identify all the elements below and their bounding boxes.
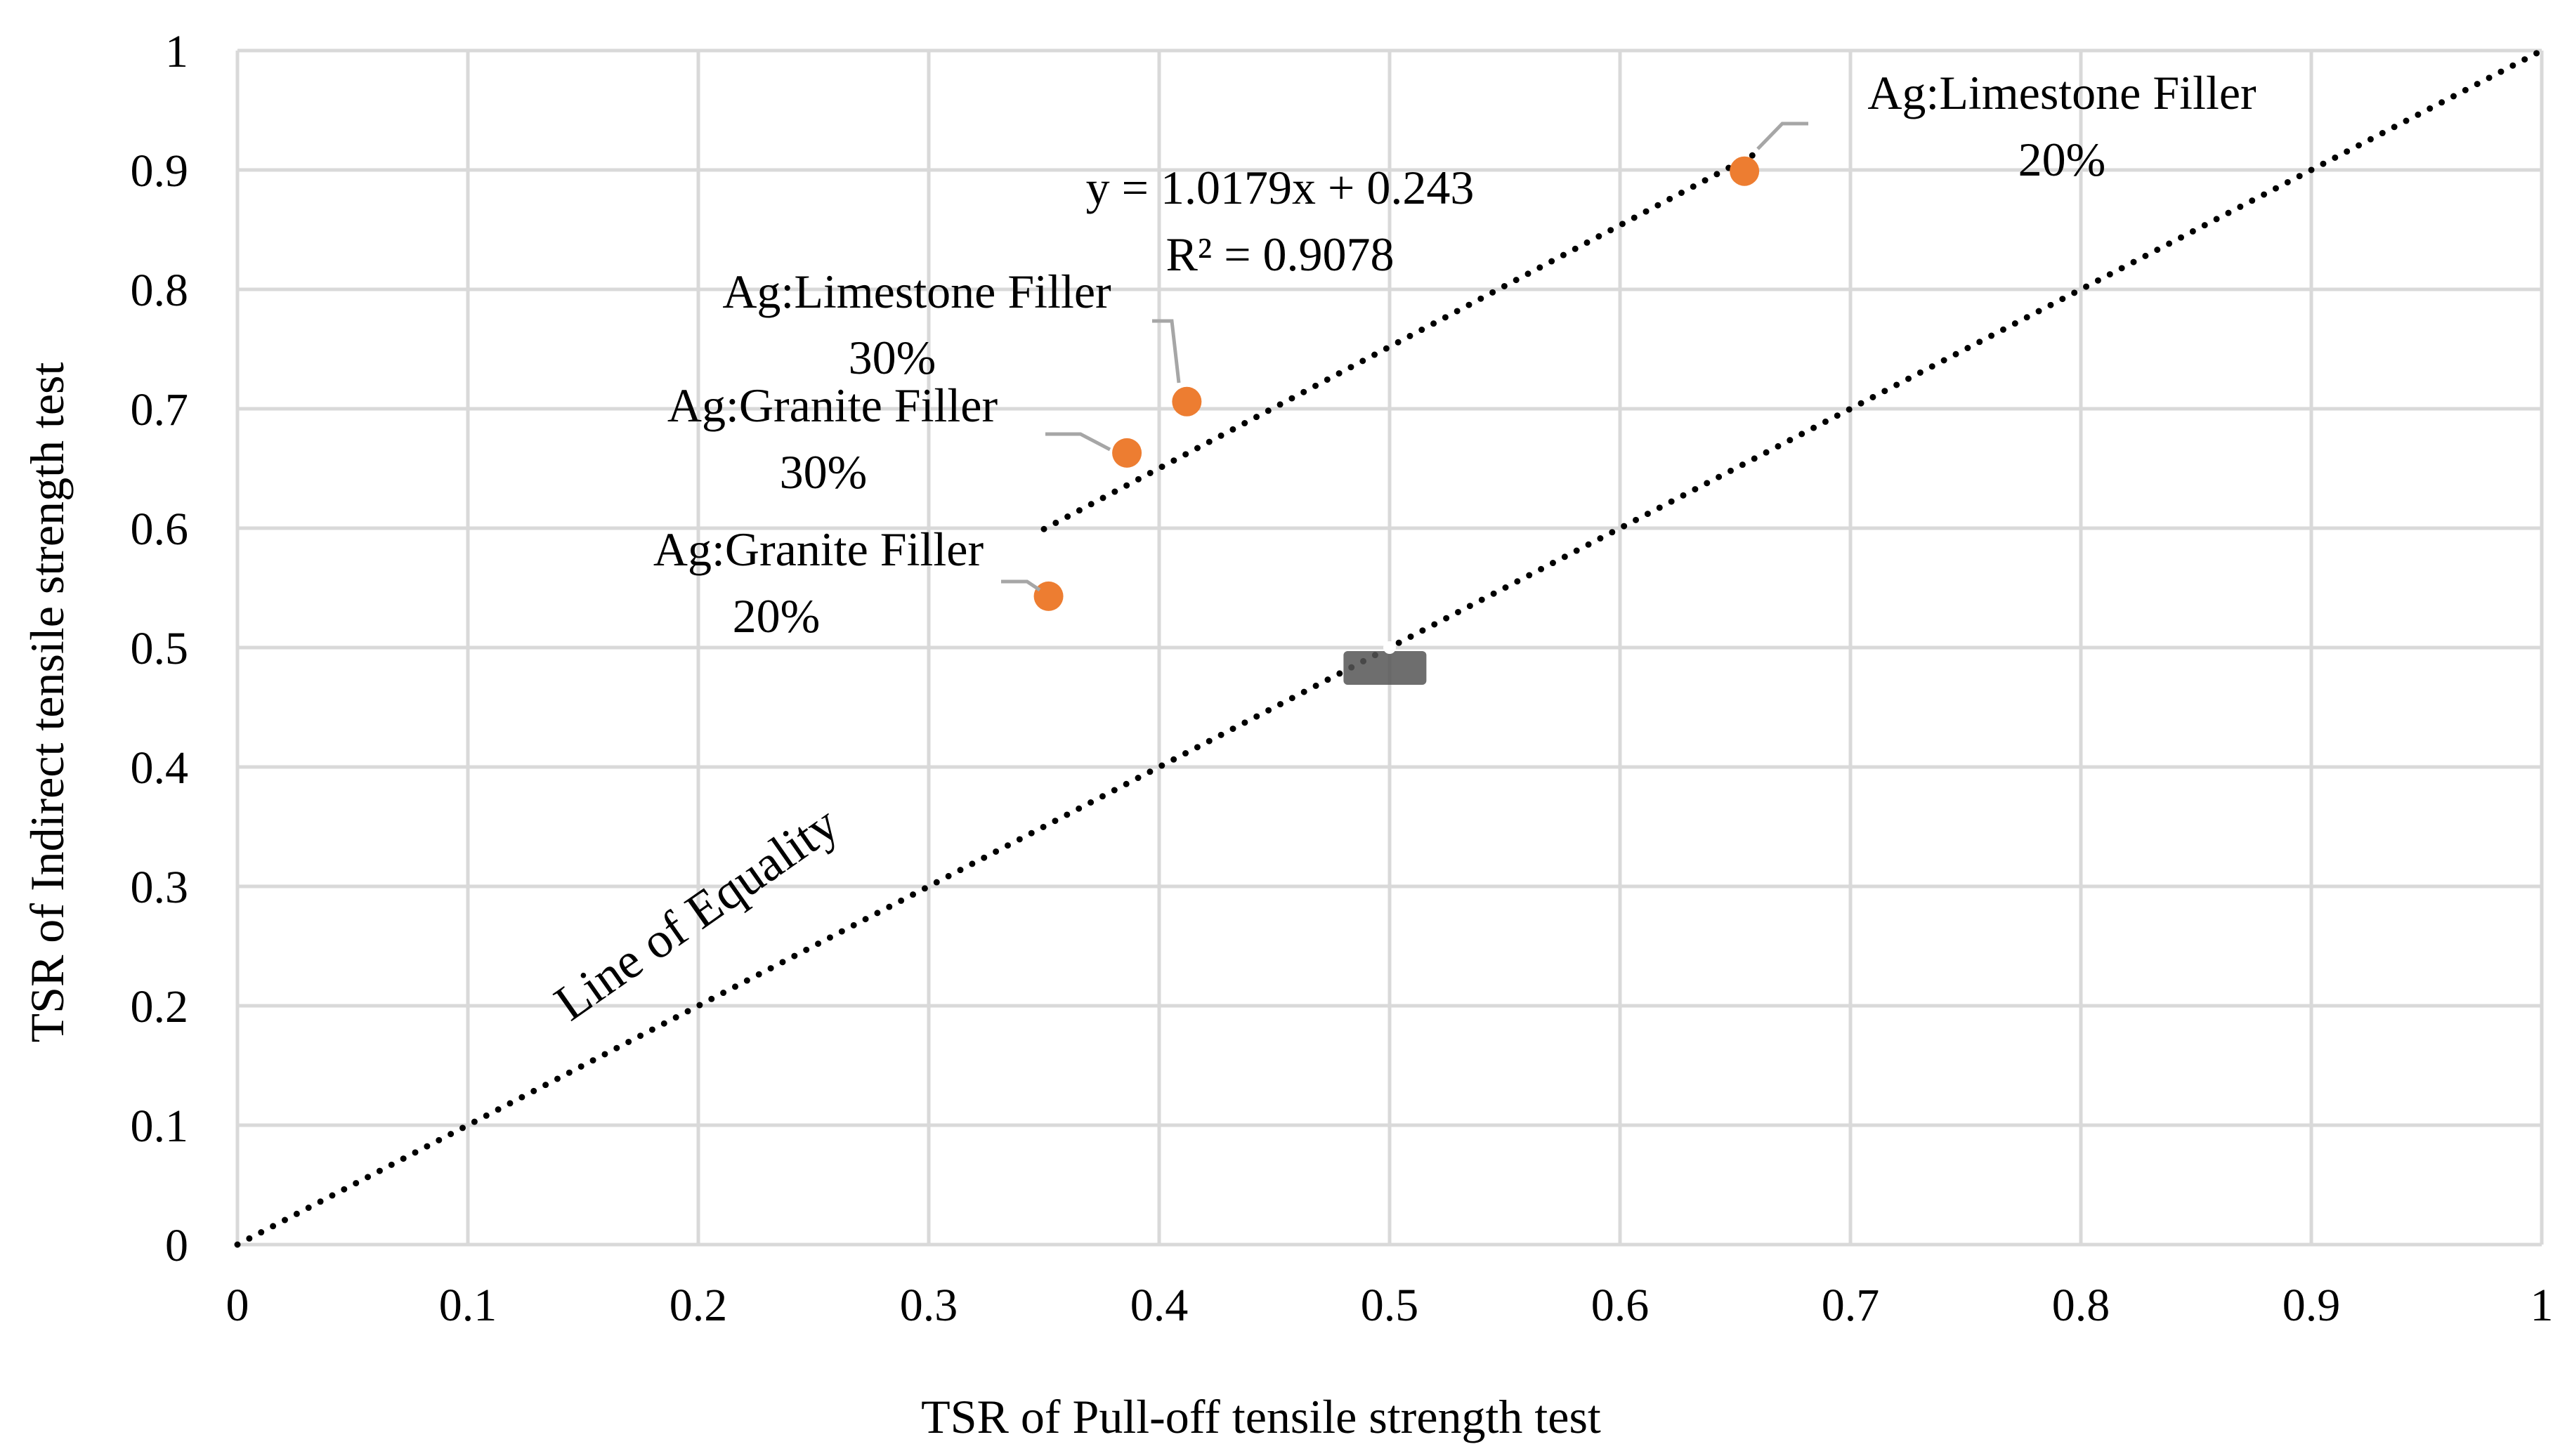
y-tick-label: 0.4: [131, 742, 189, 794]
label-leader-line: [1152, 319, 1181, 383]
y-tick-label: 0.7: [131, 384, 189, 435]
data-point: [1172, 386, 1202, 417]
data-label-percent: 20%: [733, 589, 821, 643]
overlap-marker: [1343, 651, 1427, 685]
data-label: Ag:Limestone Filler: [722, 265, 1111, 318]
y-axis-title: TSR of Indirect tensile strength test: [20, 362, 74, 1042]
lines: [234, 47, 2545, 1248]
data-label: Ag:Granite Filler: [653, 523, 984, 576]
label-leader-line: [1045, 432, 1111, 452]
tick-labels: 0 0.1 0.2 0.3 0.4 0.5 0.6 0.7 0.8 0.9 1 0 0.1 0.2 0.3 0…: [131, 26, 2554, 1331]
x-tick-label: 0.1: [439, 1280, 497, 1331]
y-tick-label: 0.9: [131, 145, 189, 197]
trendline: [1040, 149, 1762, 532]
y-tick-label: 0.2: [131, 981, 189, 1032]
y-tick-label: 0.1: [131, 1101, 189, 1152]
y-tick-label: 0.6: [131, 504, 189, 555]
x-tick-label: 0.5: [1361, 1280, 1419, 1331]
data-point: [1730, 156, 1760, 186]
overlap-marker-dot: [1383, 641, 1396, 654]
data-point: [1033, 581, 1064, 611]
label-leader-line: [1756, 122, 1808, 150]
data-label-percent: 30%: [780, 445, 868, 499]
data-points: [1033, 156, 1760, 611]
label-leader-line: [1001, 579, 1041, 592]
x-tick-label: 0.9: [2283, 1280, 2341, 1331]
y-tick-label: 0.3: [131, 862, 189, 913]
y-tick-label: 0: [165, 1220, 188, 1271]
x-tick-label: 0.8: [2052, 1280, 2110, 1331]
x-tick-label: 0.2: [670, 1280, 728, 1331]
trendline-r-squared: R² = 0.9078: [1165, 228, 1394, 281]
trendline-equation: y = 1.0179x + 0.243: [1086, 161, 1475, 214]
x-tick-label: 1: [2530, 1280, 2554, 1331]
x-axis-title: TSR of Pull-off tensile strength test: [921, 1390, 1601, 1443]
x-tick-label: 0.4: [1130, 1280, 1189, 1331]
y-tick-label: 0.8: [131, 265, 189, 316]
y-tick-label: 1: [165, 26, 188, 77]
data-label-percent: 20%: [2018, 133, 2106, 186]
x-tick-label: 0: [226, 1280, 249, 1331]
x-tick-label: 0.6: [1591, 1280, 1650, 1331]
y-tick-label: 0.5: [131, 623, 189, 674]
data-label: Ag:Granite Filler: [667, 379, 998, 432]
x-tick-label: 0.3: [900, 1280, 958, 1331]
equality-line-label: Line of Equality: [544, 795, 848, 1031]
x-tick-label: 0.7: [1822, 1280, 1880, 1331]
data-label-percent: 30%: [849, 331, 936, 384]
data-point: [1112, 438, 1142, 468]
data-label: Ag:Limestone Filler: [1867, 66, 2257, 119]
